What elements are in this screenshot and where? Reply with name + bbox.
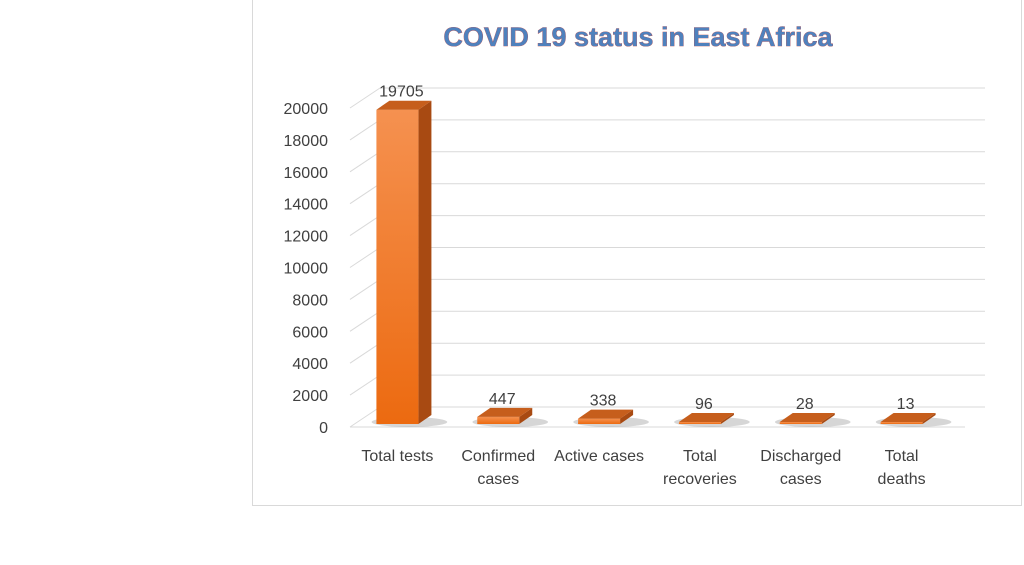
x-tick-label: Total tests [361, 448, 433, 465]
x-tick-label: Active cases [554, 448, 644, 465]
bar-front [880, 422, 923, 424]
bar-side [620, 409, 634, 424]
y-tick-label: 18000 [284, 133, 329, 150]
grid-line-diagonal [349, 278, 381, 300]
y-tick-label: 2000 [292, 388, 328, 405]
bars [371, 100, 952, 427]
x-axis: Total tests Confirmed cases Active cases Tot… [361, 448, 925, 488]
y-tick-label: 0 [319, 420, 328, 437]
data-label: 338 [590, 393, 617, 410]
y-tick-label: 12000 [284, 229, 329, 246]
grid-line-diagonal [349, 310, 381, 332]
y-tick-label: 20000 [284, 101, 329, 118]
bar-top [376, 100, 432, 110]
grid-line-diagonal [349, 247, 381, 268]
chart-title: COVID 19 status in East Africa [443, 22, 833, 52]
y-tick-label: 10000 [284, 261, 329, 278]
data-label: 28 [796, 396, 814, 413]
bar-side [922, 413, 936, 424]
data-label: 19705 [379, 84, 424, 101]
x-tick-label: Discharged cases [760, 448, 841, 488]
bar-front [578, 418, 621, 424]
bar-front [376, 109, 419, 424]
bar [875, 413, 952, 427]
bar-top [880, 413, 936, 422]
x-tick-label: Total deaths [878, 448, 926, 488]
bar-side [418, 100, 432, 424]
y-tick-label: 16000 [284, 165, 329, 182]
data-label: 447 [489, 391, 516, 408]
grid-line-diagonal [349, 342, 381, 364]
bar-top [578, 409, 634, 419]
bar-side [821, 413, 835, 424]
x-tick-label: Confirmed cases [461, 448, 535, 488]
bar-front [477, 416, 520, 424]
bar [472, 407, 549, 427]
grid-line-diagonal [349, 374, 381, 396]
grid-line-diagonal [349, 215, 381, 237]
x-tick-label: Total recoveries [663, 448, 737, 488]
bar-side [720, 413, 734, 424]
y-axis: 0 2000 4000 6000 8000 10000 12000 14000 16000 180… [284, 101, 329, 437]
bar [674, 413, 750, 427]
bar-side [519, 407, 533, 424]
grid-line-diagonal [349, 151, 381, 173]
bar-front [779, 422, 822, 424]
grid-line-diagonal [349, 87, 381, 109]
bar-top [678, 413, 734, 422]
bar [774, 413, 851, 427]
y-tick-label: 6000 [292, 324, 328, 341]
y-tick-label: 4000 [292, 356, 328, 373]
bar-front [678, 422, 721, 424]
y-tick-label: 8000 [292, 292, 328, 309]
bar-top [477, 407, 533, 417]
grid-lines [349, 87, 985, 428]
data-labels: 19705 447 338 96 28 13 [379, 84, 914, 413]
bar [573, 409, 649, 427]
bar [371, 100, 448, 427]
y-tick-label: 14000 [284, 197, 329, 214]
grid-line-diagonal [349, 406, 381, 428]
data-label: 96 [695, 396, 713, 413]
bar-top [779, 413, 835, 422]
data-label: 13 [897, 396, 915, 413]
grid-line-diagonal [349, 119, 381, 141]
grid-line-diagonal [349, 183, 381, 205]
